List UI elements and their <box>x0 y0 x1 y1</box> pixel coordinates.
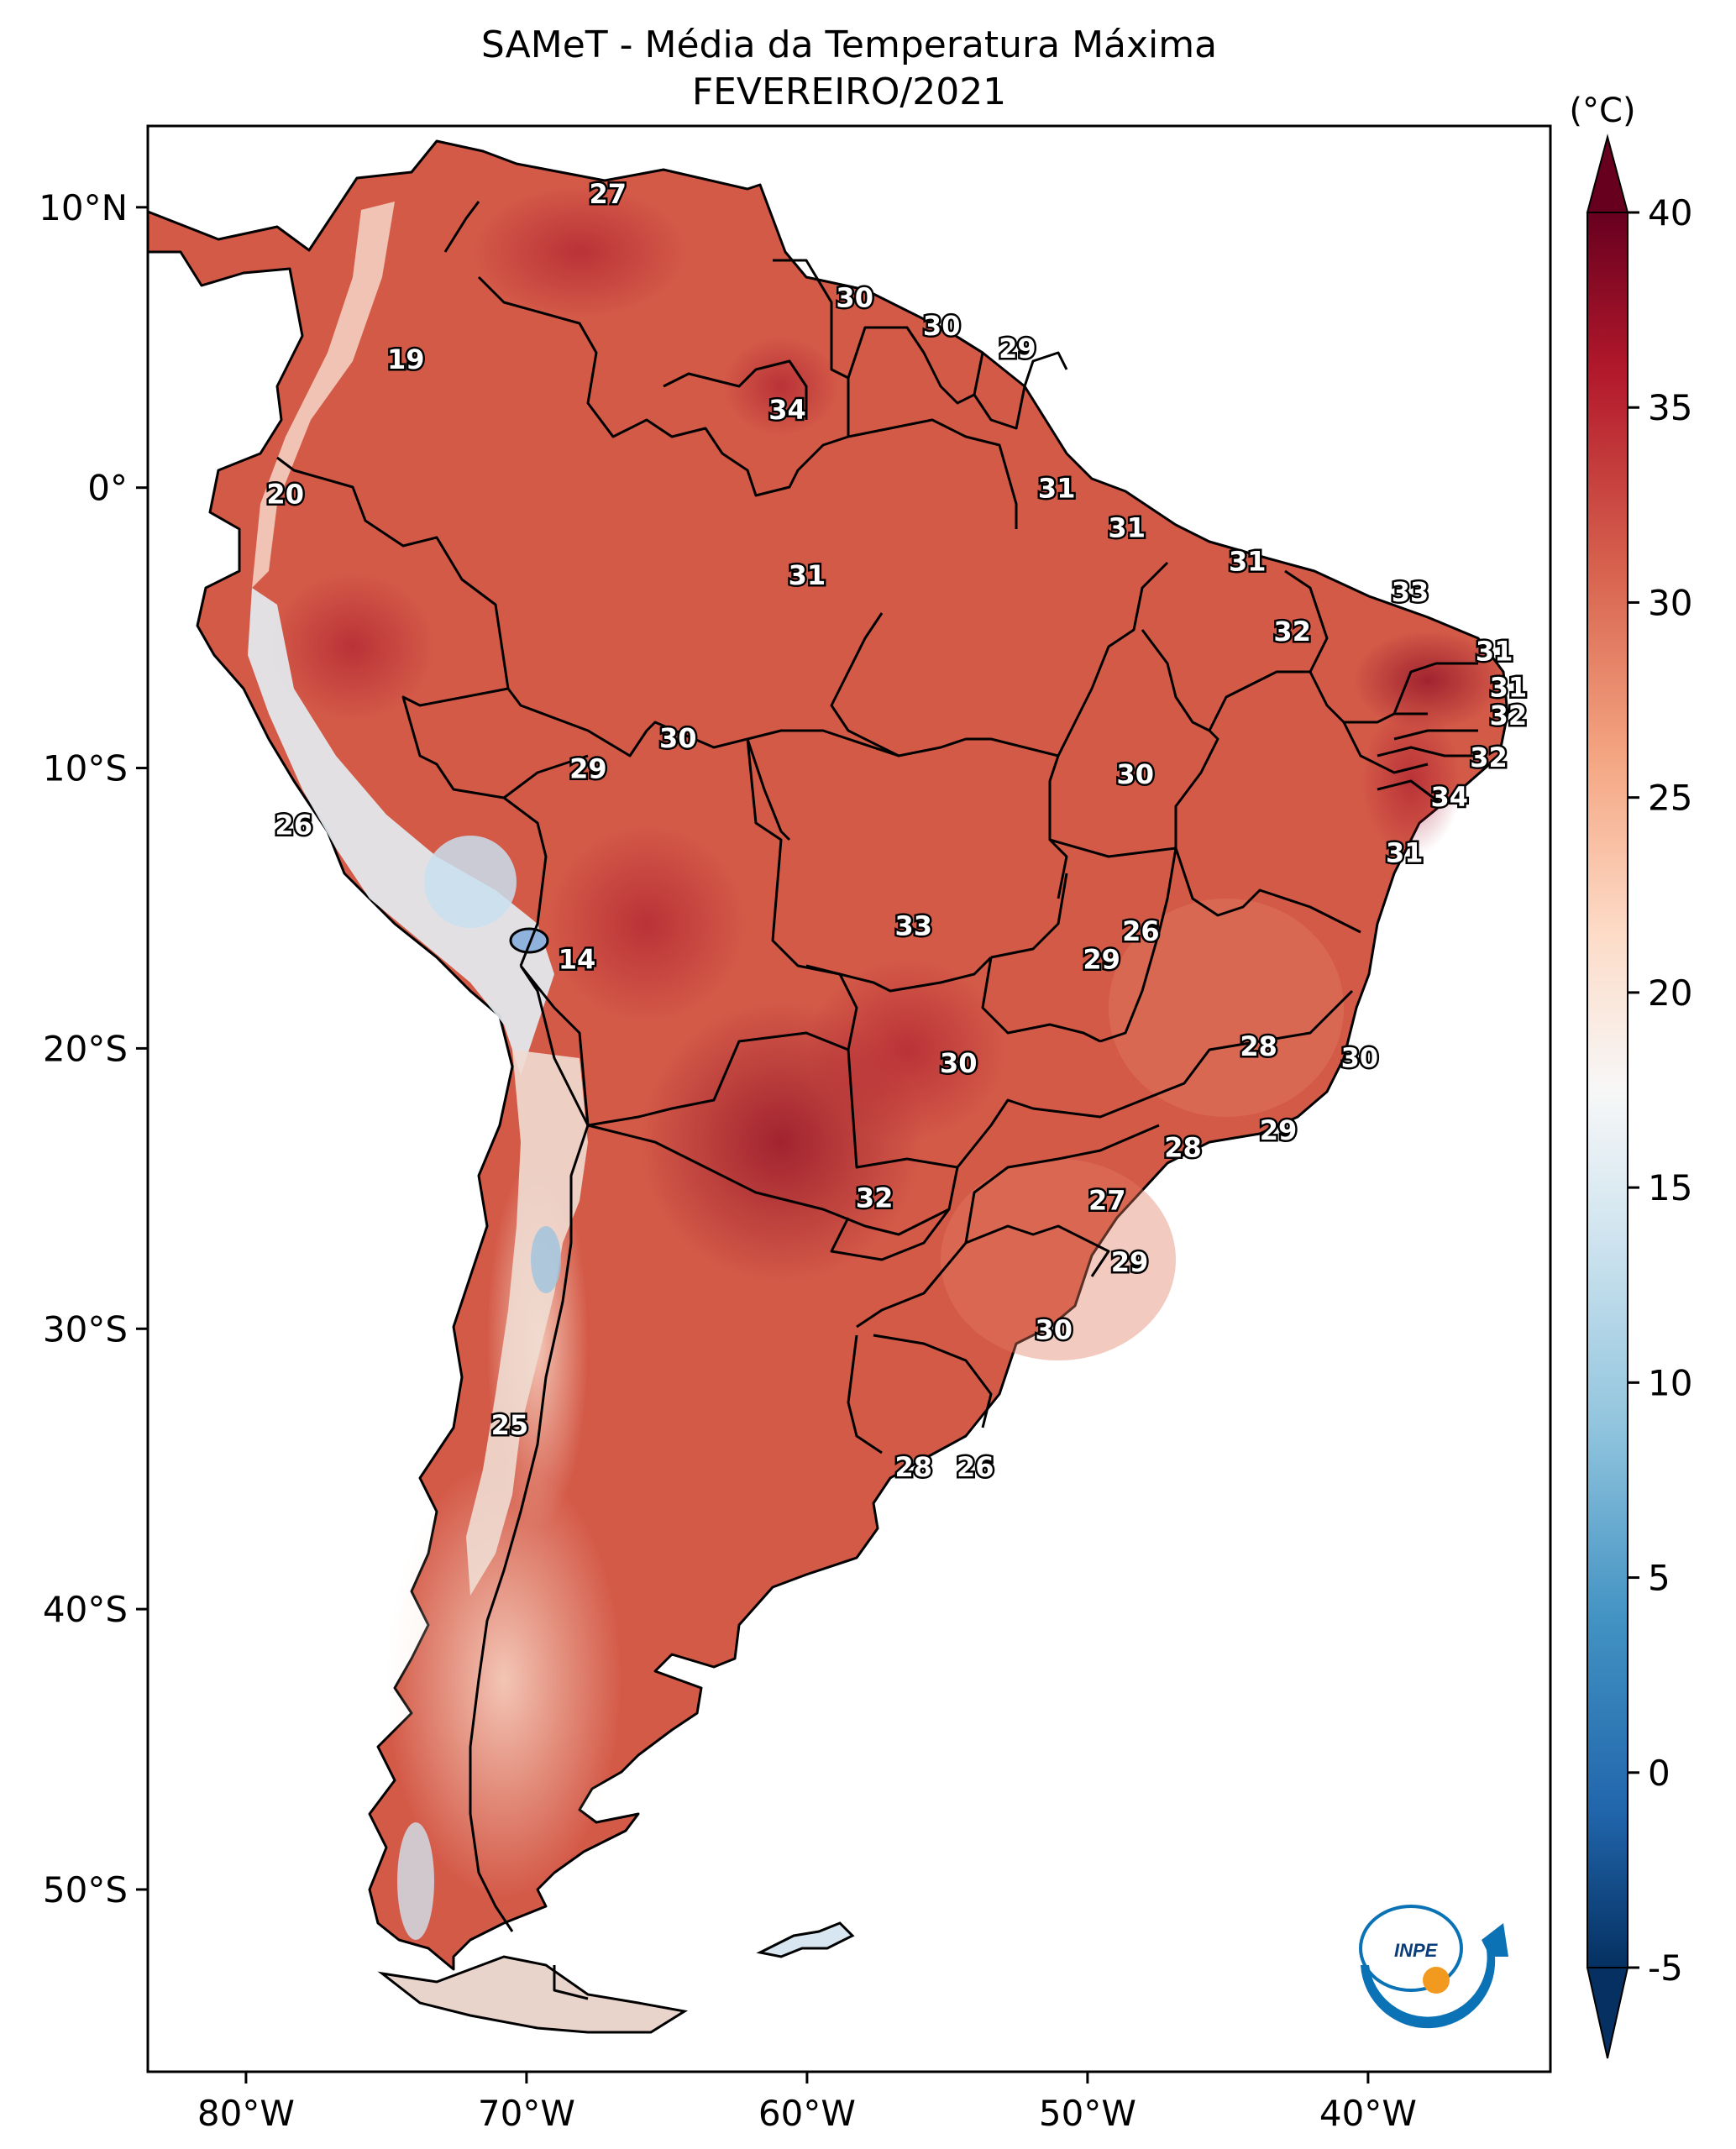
temperature-label: 30 <box>1341 1041 1379 1073</box>
temperature-label: 19 <box>387 343 425 375</box>
latitude-tick-label: 10°S <box>43 748 128 789</box>
temperature-label: 31 <box>1108 511 1146 543</box>
andes-south-cold-band <box>466 1050 588 1596</box>
temperature-label: 34 <box>1431 781 1469 813</box>
longitude-axis: 80°W 70°W 60°W 50°W 40°W <box>197 2072 1417 2134</box>
temperature-label: 33 <box>895 910 933 942</box>
warm-south-brazil <box>941 1159 1176 1360</box>
temperature-label: 28 <box>895 1451 933 1483</box>
temperature-label: 32 <box>1470 742 1508 773</box>
latitude-tick-label: 10°N <box>39 187 128 228</box>
hot-spot-bolivia-lowland <box>546 823 747 1025</box>
colorbar-tick-label: 10 <box>1648 1362 1692 1403</box>
temperature-label: 26 <box>275 809 312 841</box>
temperature-label: 30 <box>659 722 697 754</box>
longitude-tick-label: 80°W <box>197 2093 295 2134</box>
patagonian-icefield <box>397 1822 434 1940</box>
andes-north-cold-band <box>252 202 395 588</box>
hot-spot-llanos <box>470 185 689 319</box>
longitude-tick-label: 70°W <box>478 2093 575 2134</box>
temperature-label: 31 <box>1386 837 1424 869</box>
temperature-label: 29 <box>1111 1246 1149 1278</box>
latitude-tick-label: 40°S <box>43 1589 128 1630</box>
temperature-label: 30 <box>1036 1313 1073 1345</box>
colorbar-top-extension <box>1586 134 1629 213</box>
lake-titicaca <box>509 927 549 954</box>
temperature-label: 31 <box>1229 546 1267 578</box>
southern-andes-cold-spot <box>531 1226 561 1293</box>
colorbar-tick-label: 30 <box>1648 582 1692 623</box>
colorbar-tick-label: 40 <box>1648 192 1692 233</box>
colorbar-tick-label: 20 <box>1648 972 1692 1014</box>
temperature-label: 31 <box>789 559 826 591</box>
temperature-label: 34 <box>768 394 806 426</box>
temperature-label: 30 <box>923 310 961 342</box>
temperature-label: 30 <box>940 1047 978 1079</box>
colorbar-gradient <box>1587 212 1628 1968</box>
longitude-tick-label: 50°W <box>1039 2093 1136 2134</box>
temperature-label: 30 <box>1116 758 1154 790</box>
colorbar-tick-label: 35 <box>1648 387 1692 428</box>
colorbar-tick-label: 25 <box>1648 778 1692 819</box>
temperature-label: 26 <box>1122 915 1160 947</box>
colorbar-ticks: 40 35 30 25 20 15 10 5 0 -5 <box>1628 192 1692 1989</box>
temperature-label: 31 <box>1038 473 1076 505</box>
temperature-label: 32 <box>856 1182 894 1213</box>
andes-peru-cold-band <box>248 588 554 1075</box>
temperature-label: 27 <box>590 178 627 210</box>
latitude-tick-label: 30°S <box>43 1308 128 1350</box>
map-frame <box>146 124 1552 2073</box>
colorbar-tick-label: -5 <box>1648 1947 1683 1989</box>
map-subtitle: FEVEREIRO/2021 <box>692 71 1006 113</box>
temperature-label: 30 <box>836 282 873 314</box>
falklands-shape <box>756 1921 855 1958</box>
latitude-axis: 10°N 0° 10°S 20°S 30°S 40°S 50°S <box>39 187 148 1911</box>
hot-spot-peru-amazon <box>269 571 437 722</box>
temperature-label: 14 <box>559 944 596 976</box>
hot-spot-mato-grosso <box>806 957 1008 1142</box>
temperature-label: 31 <box>1490 672 1528 704</box>
warm-central-brazil <box>1109 899 1344 1117</box>
colorbar: (°C) 40 35 30 25 20 15 10 5 0 -5 <box>1569 92 1692 2059</box>
temperature-label: 25 <box>491 1409 529 1441</box>
colorbar-bottom-extension <box>1586 1967 1629 2059</box>
latitude-tick-label: 20°S <box>43 1028 128 1069</box>
map-title: SAMeT - Média da Temperatura Máxima <box>481 24 1217 66</box>
cool-patagonia <box>386 1461 621 1898</box>
tierra-del-fuego-shape <box>377 1955 689 2034</box>
temperature-label: 29 <box>1083 944 1120 976</box>
inpe-logo-text: INPE <box>1394 1940 1439 1961</box>
temperature-label: 28 <box>1164 1131 1202 1163</box>
temperature-label: 32 <box>1273 616 1311 647</box>
inpe-logo: INPE <box>1359 1905 1508 2029</box>
colorbar-unit-label: (°C) <box>1569 92 1635 130</box>
temperature-label: 31 <box>1476 635 1513 667</box>
hot-spot-nordeste <box>1352 630 1503 731</box>
colorbar-tick-label: 0 <box>1648 1753 1670 1794</box>
temperature-label: 28 <box>1240 1030 1277 1062</box>
temperature-label: 29 <box>569 753 607 785</box>
inpe-logo-sun <box>1423 1967 1450 1994</box>
colorbar-tick-label: 15 <box>1648 1167 1692 1208</box>
inpe-logo-orbit <box>1359 1905 1463 1992</box>
temperature-label: 29 <box>999 333 1036 364</box>
country-borders <box>276 201 1478 2000</box>
temperature-label: 27 <box>1088 1185 1126 1217</box>
altiplano-cold-spot <box>424 836 517 928</box>
colorbar-tick-label: 5 <box>1648 1558 1670 1599</box>
temperature-label: 29 <box>1260 1114 1298 1146</box>
temperature-label: 32 <box>1490 700 1528 731</box>
temperature-label: 33 <box>1392 576 1429 608</box>
temperature-label: 26 <box>957 1451 994 1483</box>
latitude-tick-label: 0° <box>87 468 128 509</box>
latitude-tick-label: 50°S <box>43 1869 128 1911</box>
longitude-tick-label: 60°W <box>758 2093 856 2134</box>
inpe-logo-arc <box>1361 1923 1508 2029</box>
longitude-tick-label: 40°W <box>1319 2093 1417 2134</box>
hot-spot-roraima <box>722 336 840 437</box>
temperature-label: 20 <box>266 478 304 510</box>
